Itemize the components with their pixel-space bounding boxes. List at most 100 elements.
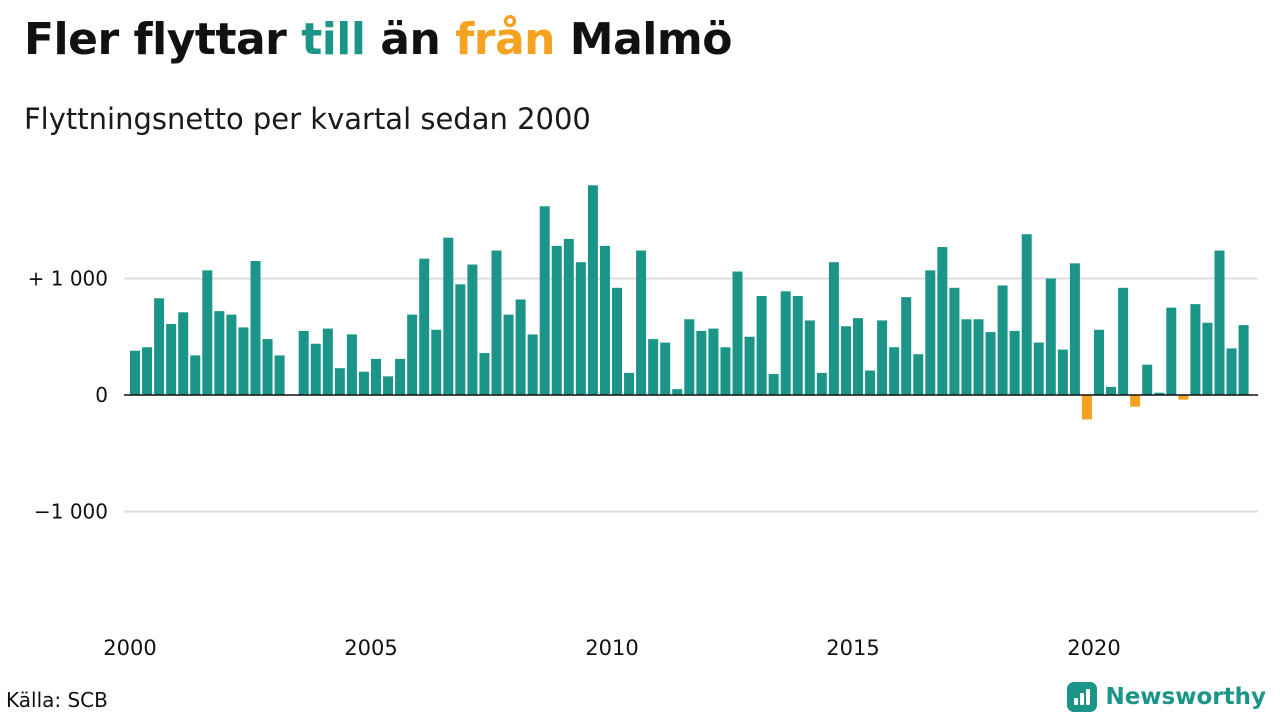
bar-2001-q3 xyxy=(202,270,213,396)
bar-2002-q3 xyxy=(250,261,261,395)
bar-2018-q1 xyxy=(997,285,1008,395)
bar-2021-q4 xyxy=(1178,395,1189,400)
newsworthy-logo: Newsworthy xyxy=(1067,682,1266,712)
bar-2000-q4 xyxy=(166,323,177,395)
newsworthy-bar-chart-icon xyxy=(1067,682,1098,712)
bar-2014-q3 xyxy=(828,262,839,395)
bar-2015-q3 xyxy=(877,320,888,395)
bar-2019-q2 xyxy=(1057,349,1068,395)
bar-2008-q1 xyxy=(515,299,526,395)
bar-2017-q1 xyxy=(949,287,960,395)
bar-2004-q4 xyxy=(358,371,369,395)
bar-2016-q3 xyxy=(925,270,936,396)
x-tick-label: 2000 xyxy=(103,636,156,660)
bar-2004-q3 xyxy=(346,334,357,395)
bar-2005-q4 xyxy=(407,314,418,396)
bar-2020-q1 xyxy=(1094,329,1104,395)
bar-2013-q4 xyxy=(792,295,803,396)
y-tick-label: −1 000 xyxy=(34,500,108,524)
bar-2008-q4 xyxy=(551,245,562,395)
title-highlight-fran: från xyxy=(455,14,555,65)
title-highlight-till: till xyxy=(301,14,366,65)
bar-2017-q3 xyxy=(973,319,984,395)
bar-2013-q2 xyxy=(768,374,779,395)
bar-2004-q2 xyxy=(334,368,345,395)
bar-2019-q3 xyxy=(1069,263,1080,396)
bar-2010-q4 xyxy=(648,339,659,395)
bars xyxy=(130,185,1249,420)
bar-2022-q3 xyxy=(1214,250,1225,395)
bar-2002-q1 xyxy=(226,314,237,396)
bar-2014-q2 xyxy=(816,372,827,396)
bar-2017-q2 xyxy=(961,319,972,395)
bar-2008-q2 xyxy=(527,334,538,395)
bar-2003-q4 xyxy=(310,343,321,395)
bar-2001-q2 xyxy=(190,355,201,395)
bar-2018-q4 xyxy=(1033,342,1044,395)
logo-text: Newsworthy xyxy=(1105,684,1266,710)
bar-2009-q2 xyxy=(575,262,586,395)
bar-2021-q2 xyxy=(1154,392,1165,395)
bar-2006-q4 xyxy=(455,284,466,395)
source-credit: Källa: SCB xyxy=(6,688,108,712)
bar-2018-q3 xyxy=(1021,234,1032,395)
bar-2001-q4 xyxy=(214,311,225,395)
bar-2012-q4 xyxy=(744,336,755,395)
bar-2022-q2 xyxy=(1202,322,1213,395)
chart-subtitle: Flyttningsnetto per kvartal sedan 2000 xyxy=(24,102,591,136)
bar-2018-q2 xyxy=(1009,330,1020,396)
gridlines xyxy=(124,277,1258,513)
bar-2010-q1 xyxy=(612,287,622,395)
bar-2008-q3 xyxy=(539,206,550,395)
bar-2002-q4 xyxy=(262,339,273,395)
bar-2007-q4 xyxy=(503,314,514,396)
bar-2001-q1 xyxy=(178,312,189,395)
bar-2019-q4 xyxy=(1081,395,1092,420)
bar-2006-q1 xyxy=(419,258,430,395)
bar-2020-q2 xyxy=(1106,386,1117,396)
bar-2017-q4 xyxy=(985,332,996,395)
bar-2016-q1 xyxy=(901,297,912,395)
bar-2007-q1 xyxy=(467,264,478,395)
bar-2013-q3 xyxy=(780,291,791,395)
bar-2011-q1 xyxy=(660,342,671,395)
bar-2013-q1 xyxy=(756,295,767,396)
x-tick-label: 2015 xyxy=(826,636,879,660)
bar-2011-q2 xyxy=(672,389,683,396)
bar-2003-q3 xyxy=(298,330,309,396)
bar-2016-q2 xyxy=(913,354,924,396)
bar-2006-q2 xyxy=(431,329,442,395)
bar-2012-q3 xyxy=(732,271,743,395)
bar-2014-q4 xyxy=(840,326,851,395)
x-tick-label: 2005 xyxy=(344,636,397,660)
bar-2000-q1 xyxy=(130,350,140,395)
x-tick-label: 2020 xyxy=(1067,636,1120,660)
bar-2020-q3 xyxy=(1118,287,1129,395)
bar-2016-q4 xyxy=(937,247,948,395)
bar-2015-q2 xyxy=(865,370,876,395)
bar-2000-q3 xyxy=(154,298,165,396)
bar-2019-q1 xyxy=(1045,278,1056,395)
bar-2005-q2 xyxy=(383,376,394,395)
y-tick-label: + 1 000 xyxy=(28,267,108,291)
bar-2007-q2 xyxy=(479,353,490,395)
bar-2007-q3 xyxy=(491,250,502,395)
axes: + 1 000 0 −1 000 2000 2005 2010 2015 2020 xyxy=(28,267,1258,660)
bar-2010-q2 xyxy=(624,372,635,396)
bar-2012-q1 xyxy=(708,328,719,396)
bar-2012-q2 xyxy=(720,347,731,396)
bar-2011-q3 xyxy=(684,319,695,395)
x-tick-label: 2010 xyxy=(585,636,638,660)
bar-2020-q4 xyxy=(1130,395,1141,407)
title-part3: Malmö xyxy=(554,14,733,65)
bar-2004-q1 xyxy=(322,328,333,396)
title-part2: än xyxy=(365,14,456,65)
bar-2009-q1 xyxy=(563,238,574,395)
bar-2000-q2 xyxy=(142,347,153,396)
bar-2021-q1 xyxy=(1142,364,1153,395)
bar-2009-q4 xyxy=(599,245,610,395)
bar-2021-q3 xyxy=(1166,307,1177,396)
bar-2005-q1 xyxy=(371,358,381,395)
title-part1: Fler flyttar xyxy=(24,14,302,65)
